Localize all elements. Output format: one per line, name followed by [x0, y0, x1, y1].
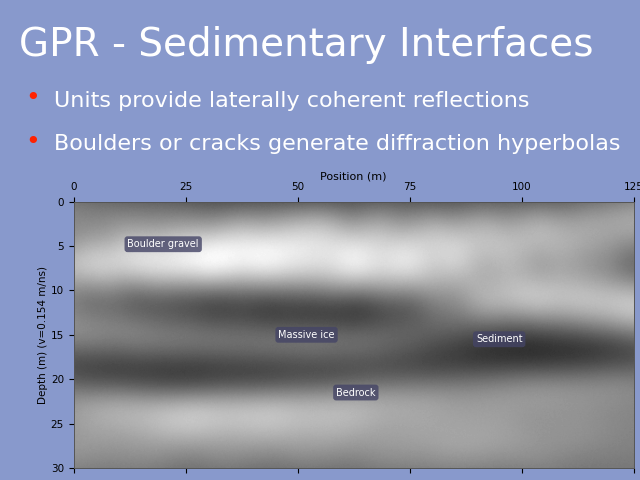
Text: Boulders or cracks generate diffraction hyperbolas: Boulders or cracks generate diffraction … — [54, 134, 621, 154]
Text: Units provide laterally coherent reflections: Units provide laterally coherent reflect… — [54, 91, 530, 111]
Text: Sediment: Sediment — [476, 334, 522, 344]
Y-axis label: Depth (m) (v=0.154 m/ns): Depth (m) (v=0.154 m/ns) — [38, 266, 48, 404]
Text: •: • — [26, 130, 40, 154]
Text: Boulder gravel: Boulder gravel — [127, 239, 199, 249]
X-axis label: Position (m): Position (m) — [321, 171, 387, 181]
Text: GPR - Sedimentary Interfaces: GPR - Sedimentary Interfaces — [19, 26, 594, 64]
Text: Massive ice: Massive ice — [278, 330, 335, 340]
Text: •: • — [26, 86, 40, 110]
Text: Bedrock: Bedrock — [336, 387, 376, 397]
